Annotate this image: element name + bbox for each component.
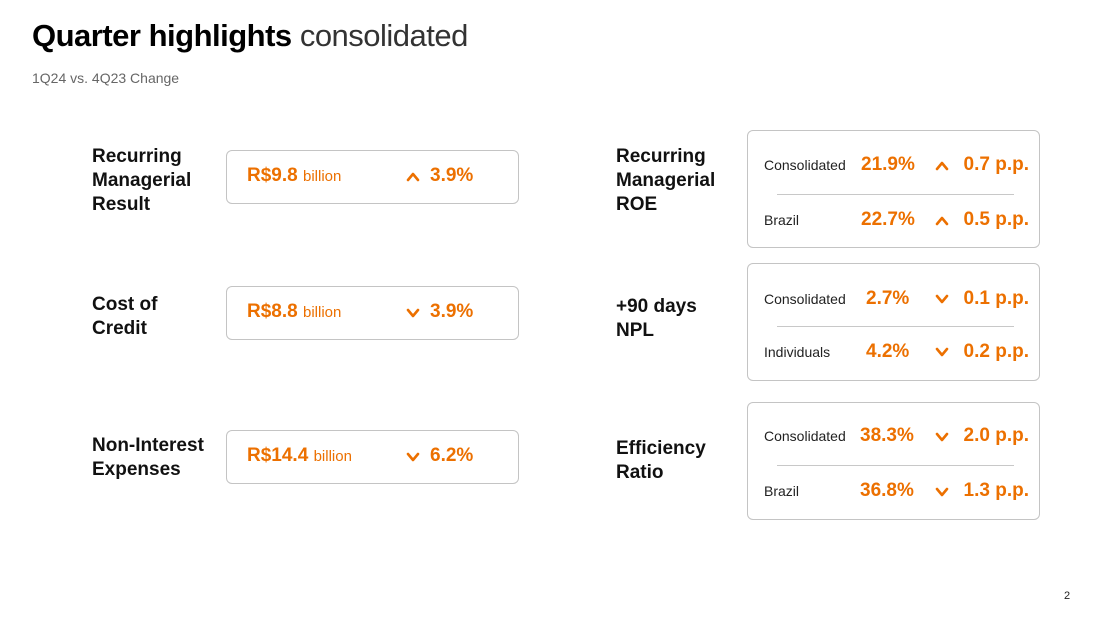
page-subtitle: 1Q24 vs. 4Q23 Change [32, 70, 180, 86]
title-light: consolidated [299, 18, 469, 53]
label-line: Result [92, 194, 151, 215]
label-line: NPL [616, 320, 654, 341]
row-change: 2.0 p.p. [963, 425, 1029, 446]
row-label: Brazil [764, 212, 800, 228]
value-amount: R$9.8 [247, 165, 298, 186]
metric-card-recurring-roe: Consolidated 21.9% 0.7 p.p. Brazil 22.7%… [747, 130, 1040, 248]
title-bold: Quarter highlights [32, 18, 292, 53]
row-value: 36.8% [860, 480, 914, 501]
value-unit: billion [313, 448, 352, 465]
row-label: Individuals [764, 344, 831, 360]
metric-change: 3.9% [430, 165, 474, 186]
row-value: 21.9% [861, 154, 915, 175]
row-change: 1.3 p.p. [963, 480, 1029, 501]
row-label: Consolidated [764, 291, 846, 307]
label-line: +90 days [616, 296, 697, 317]
chevron-up-icon [934, 158, 950, 174]
row-label: Consolidated [764, 157, 846, 173]
row-change: 0.1 p.p. [963, 288, 1029, 309]
label-line: ROE [616, 194, 658, 215]
chevron-down-icon [934, 429, 950, 445]
chevron-down-icon [405, 449, 421, 465]
metric-label-cost-of-credit: Cost of Credit [92, 293, 157, 341]
chevron-down-icon [934, 344, 950, 360]
row-change: 0.2 p.p. [963, 341, 1029, 362]
value-unit: billion [302, 168, 342, 185]
metric-value: R$14.4 billion [247, 445, 352, 467]
metric-value: R$9.8 billion [247, 165, 341, 187]
row-divider [777, 326, 1014, 327]
row-label: Consolidated [764, 428, 846, 444]
label-line: Efficiency [616, 438, 706, 459]
metric-card-efficiency-ratio: Consolidated 38.3% 2.0 p.p. Brazil 36.8%… [747, 402, 1040, 520]
metric-change: 6.2% [430, 445, 474, 466]
row-value: 4.2% [866, 341, 910, 362]
row-label: Brazil [764, 483, 800, 499]
row-divider [777, 465, 1014, 466]
metric-card-recurring-result: R$9.8 billion 3.9% [226, 150, 519, 204]
label-line: Expenses [92, 459, 181, 480]
metric-label-non-interest-expenses: Non-Interest Expenses [92, 434, 204, 482]
metric-card-npl: Consolidated 2.7% 0.1 p.p. Individuals 4… [747, 263, 1040, 381]
chevron-down-icon [405, 305, 421, 321]
page-title: Quarter highlights consolidated [32, 18, 468, 54]
metric-label-recurring-roe: Recurring Managerial ROE [616, 145, 715, 217]
label-line: Managerial [616, 170, 716, 191]
row-change: 0.5 p.p. [963, 209, 1029, 230]
chevron-up-icon [405, 169, 421, 185]
page-number: 2 [1064, 590, 1071, 602]
label-line: Recurring [616, 146, 706, 167]
row-value: 2.7% [866, 288, 910, 309]
chevron-up-icon [934, 213, 950, 229]
metric-change: 3.9% [430, 301, 474, 322]
metric-value: R$8.8 billion [247, 301, 341, 323]
metric-label-npl: +90 days NPL [616, 295, 697, 343]
value-amount: R$8.8 [247, 301, 298, 322]
label-line: Non-Interest [92, 435, 204, 456]
metric-card-non-interest-expenses: R$14.4 billion 6.2% [226, 430, 519, 484]
row-value: 22.7% [861, 209, 915, 230]
label-line: Recurring [92, 146, 182, 167]
label-line: Credit [92, 318, 147, 339]
metric-card-cost-of-credit: R$8.8 billion 3.9% [226, 286, 519, 340]
value-amount: R$14.4 [247, 445, 309, 466]
chevron-down-icon [934, 291, 950, 307]
label-line: Managerial [92, 170, 192, 191]
row-value: 38.3% [860, 425, 914, 446]
chevron-down-icon [934, 484, 950, 500]
value-unit: billion [302, 304, 342, 321]
metric-label-recurring-result: Recurring Managerial Result [92, 145, 191, 217]
row-divider [777, 194, 1014, 195]
label-line: Cost of [92, 294, 158, 315]
metric-label-efficiency-ratio: Efficiency Ratio [616, 437, 706, 485]
row-change: 0.7 p.p. [963, 154, 1029, 175]
label-line: Ratio [616, 462, 664, 483]
